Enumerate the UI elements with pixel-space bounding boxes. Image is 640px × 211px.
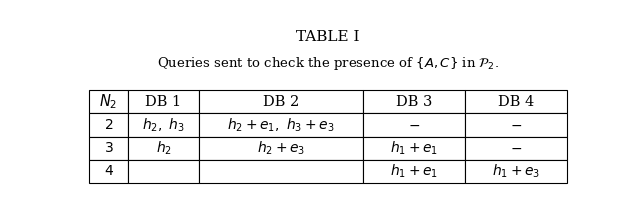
Bar xyxy=(465,90,567,114)
Text: $-$: $-$ xyxy=(510,118,522,132)
Text: DB 1: DB 1 xyxy=(145,95,182,109)
Bar xyxy=(128,160,199,183)
Text: $h_1+e_1$: $h_1+e_1$ xyxy=(390,163,438,180)
Bar xyxy=(364,137,465,160)
Text: $h_2+e_3$: $h_2+e_3$ xyxy=(257,139,305,157)
Bar xyxy=(199,160,364,183)
Text: $4$: $4$ xyxy=(104,164,113,178)
Bar xyxy=(364,90,465,114)
Bar xyxy=(128,114,199,137)
Bar xyxy=(465,160,567,183)
Text: DB 3: DB 3 xyxy=(396,95,433,109)
Text: $2$: $2$ xyxy=(104,118,113,132)
Bar xyxy=(89,137,128,160)
Text: $h_2+e_1,\ h_3+e_3$: $h_2+e_1,\ h_3+e_3$ xyxy=(227,116,335,134)
Bar xyxy=(89,114,128,137)
Bar xyxy=(465,137,567,160)
Bar xyxy=(89,160,128,183)
Bar xyxy=(364,114,465,137)
Text: DB 2: DB 2 xyxy=(263,95,300,109)
Bar xyxy=(128,90,199,114)
Text: $-$: $-$ xyxy=(408,118,420,132)
Text: Queries sent to check the presence of $\{A,C\}$ in $\mathcal{P}_2.$: Queries sent to check the presence of $\… xyxy=(157,55,499,72)
Text: $h_1+e_3$: $h_1+e_3$ xyxy=(492,163,540,180)
Bar xyxy=(89,90,128,114)
Bar xyxy=(199,137,364,160)
Text: $h_2$: $h_2$ xyxy=(156,139,172,157)
Text: $3$: $3$ xyxy=(104,141,113,155)
Text: DB 4: DB 4 xyxy=(498,95,534,109)
Text: $-$: $-$ xyxy=(510,141,522,155)
Bar xyxy=(128,137,199,160)
Bar xyxy=(199,114,364,137)
Bar xyxy=(364,160,465,183)
Text: $N_2$: $N_2$ xyxy=(99,93,118,111)
Text: $h_2,\ h_3$: $h_2,\ h_3$ xyxy=(142,116,185,134)
Text: $h_1+e_1$: $h_1+e_1$ xyxy=(390,139,438,157)
Bar xyxy=(465,114,567,137)
Text: TABLE I: TABLE I xyxy=(296,30,360,44)
Bar xyxy=(199,90,364,114)
